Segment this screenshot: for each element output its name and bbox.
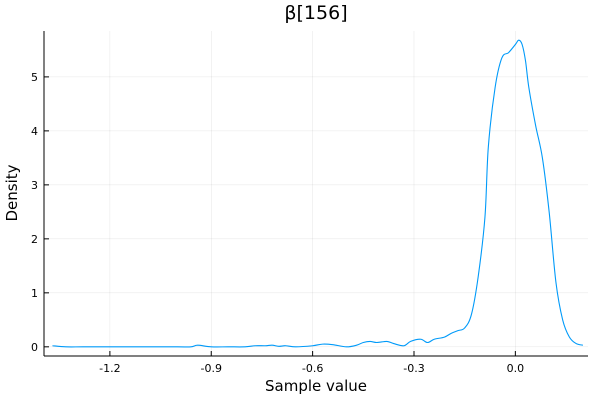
y-axis-title: Density	[3, 164, 21, 221]
chart-title: β[156]	[284, 2, 347, 24]
ticks: -1.2 -0.9 -0.6 -0.3 0.0 0 1 2 3 4 5	[31, 71, 524, 375]
density-line	[52, 39, 584, 348]
x-tick-label: -0.3	[403, 362, 424, 375]
x-tick-label: -0.6	[302, 362, 323, 375]
y-tick-label: 3	[31, 179, 38, 192]
y-tick-label: 4	[31, 125, 38, 138]
x-tick-label: -0.9	[201, 362, 222, 375]
grid	[44, 31, 588, 356]
y-tick-label: 2	[31, 233, 38, 246]
y-tick-label: 5	[31, 71, 38, 84]
x-axis-title: Sample value	[265, 377, 367, 395]
x-tick-label: 0.0	[507, 362, 525, 375]
plot-area	[52, 39, 584, 348]
axes	[43, 31, 588, 357]
y-tick-label: 1	[31, 287, 38, 300]
y-tick-label: 0	[31, 341, 38, 354]
x-tick-label: -1.2	[99, 362, 120, 375]
